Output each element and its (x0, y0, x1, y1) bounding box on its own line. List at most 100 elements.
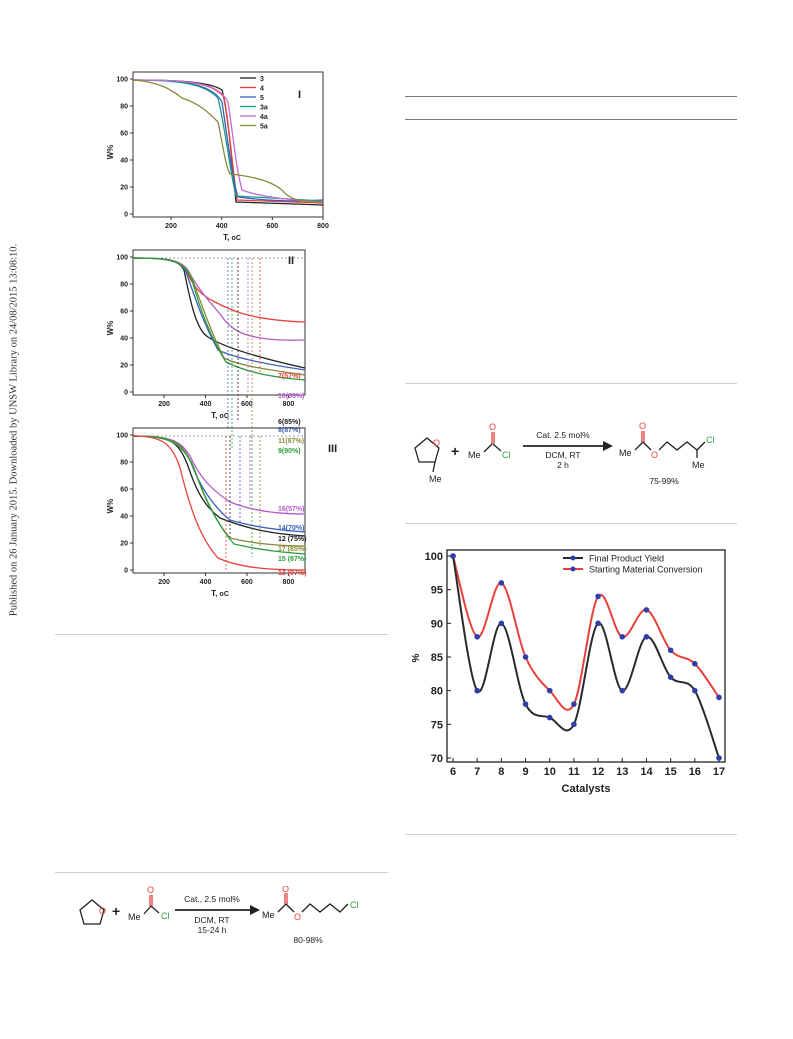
y-tick-label: 20 (120, 185, 128, 192)
data-point (522, 701, 529, 707)
data-point (474, 634, 480, 640)
y-tick-label: 75 (431, 719, 443, 731)
acetyl-me: Me (468, 450, 481, 460)
panel-2-endlabels: 7(57%) 10(63%) 6(85%)8(87%) 11(87%) 9(90%) (278, 373, 304, 455)
chart-series (450, 553, 722, 761)
catalyst-yield-chart: 70 75 80 85 90 95 100 6 7 8 9 10 11 12 13 14 15 16 17 Fin… (411, 549, 726, 795)
condition-time: 2 h (557, 460, 569, 470)
product-me: Me (619, 448, 632, 458)
ring-oxygen: O (433, 438, 440, 448)
x-tick-label: 8 (498, 766, 504, 778)
x-tick-label: 400 (200, 401, 212, 408)
plus-sign: + (451, 443, 459, 459)
legend-marker (570, 566, 576, 572)
curve-end-label: 6(85%) (278, 419, 301, 426)
data-point (571, 701, 577, 707)
y-tick-label: 0 (124, 390, 128, 397)
tga-curve (132, 257, 306, 381)
methyl-bond (432, 461, 436, 473)
acetyl-me: Me (128, 912, 141, 922)
x-tick-label: 800 (283, 401, 295, 408)
panel-2-ylabel: W% (106, 321, 115, 336)
product-ester-o: O (294, 912, 301, 922)
panel-1-xlabel: T, oC (223, 233, 241, 242)
acetyl-oxygen: O (147, 886, 154, 895)
tga-curve (132, 79, 324, 202)
data-point (667, 674, 674, 680)
x-tick-label: 600 (241, 579, 253, 586)
curve-end-label: 12 (75%) (278, 536, 306, 543)
curve-end-label: 8(87%) (278, 427, 301, 434)
tga-curve (132, 79, 324, 203)
data-point (643, 634, 650, 640)
y-tick-label: 0 (124, 568, 128, 575)
legend-label: 3 (260, 76, 264, 83)
right-divider-3 (405, 834, 737, 835)
left-divider-2 (55, 872, 388, 873)
panel-3-ticks: 200 400 600 800 0 20 40 60 80 100 (116, 433, 294, 587)
x-tick-label: 9 (522, 766, 528, 778)
x-tick-label: 800 (317, 223, 329, 230)
x-tick-label: 400 (216, 223, 228, 230)
chart-xlabel: Catalysts (562, 783, 611, 795)
acetyl-cl: Cl (161, 911, 170, 921)
tga-curve (132, 257, 306, 376)
legend-marker (570, 555, 576, 561)
product-cl: Cl (350, 900, 359, 910)
product-cl: Cl (706, 435, 715, 445)
ring-oxygen: O (99, 906, 106, 916)
thf-ring (79, 899, 105, 925)
curve-end-label: 11(87%) (278, 438, 304, 445)
panel-2-xlabel: T, oC (211, 411, 229, 420)
product-yield: 75-99% (649, 476, 679, 486)
data-point (643, 607, 650, 613)
x-tick-label: 14 (640, 766, 653, 778)
curve-end-label: 17 (85%) (278, 546, 306, 553)
chart-x-ticks: 6 7 8 9 10 11 12 13 14 15 16 17 (450, 758, 725, 778)
data-point (692, 660, 698, 667)
y-tick-label: 40 (120, 336, 128, 343)
panel-1-frame (132, 71, 324, 218)
y-tick-label: 80 (120, 282, 128, 289)
curve-end-label: 10(63%) (278, 393, 304, 400)
product-me: Me (262, 910, 275, 920)
y-tick-label: 0 (124, 212, 128, 219)
y-tick-label: 20 (120, 363, 128, 370)
x-tick-label: 800 (283, 579, 295, 586)
panel-3-label: III (328, 443, 337, 455)
x-tick-label: 16 (689, 766, 701, 778)
data-point (595, 620, 601, 627)
curve-end-label: 14(70%) (278, 525, 304, 532)
panel-2-label: II (288, 255, 294, 267)
reaction-scheme-2-methyl-thf: O Me + Me O Cl Cat. 2.5 mol% DCM, RT 2 h… (414, 421, 715, 486)
panel-2-curves (132, 257, 306, 449)
product-carbonyl-o: O (639, 421, 646, 431)
panel-1-ylabel: W% (106, 145, 115, 160)
curve-end-label: 15 (87%) (278, 556, 306, 563)
panel-3-curves (132, 435, 306, 571)
legend-label: 4a (260, 114, 268, 121)
ring-methyl: Me (429, 474, 442, 484)
condition-catalyst: Cat. 2.5 mol% (536, 430, 590, 440)
x-tick-label: 6 (450, 766, 456, 778)
x-tick-label: 600 (241, 401, 253, 408)
data-point (474, 687, 480, 694)
y-tick-label: 20 (120, 541, 128, 548)
panel-1-ticks: 200 400 600 800 0 20 40 60 80 100 (116, 77, 329, 231)
y-tick-label: 100 (116, 77, 128, 84)
legend-label: 5 (260, 95, 264, 102)
tga-curve (132, 257, 306, 371)
x-tick-label: 600 (266, 223, 278, 230)
y-tick-label: 85 (431, 652, 443, 664)
y-tick-label: 100 (116, 433, 128, 440)
left-divider-1 (55, 634, 388, 635)
tga-curve (132, 79, 324, 203)
data-point (546, 714, 553, 721)
thf-ring (414, 437, 440, 463)
curve-end-label: 9(90%) (278, 448, 301, 455)
x-tick-label: 15 (665, 766, 677, 778)
condition-catalyst: Cat., 2.5 mol% (184, 894, 240, 904)
x-tick-label: 7 (474, 766, 480, 778)
